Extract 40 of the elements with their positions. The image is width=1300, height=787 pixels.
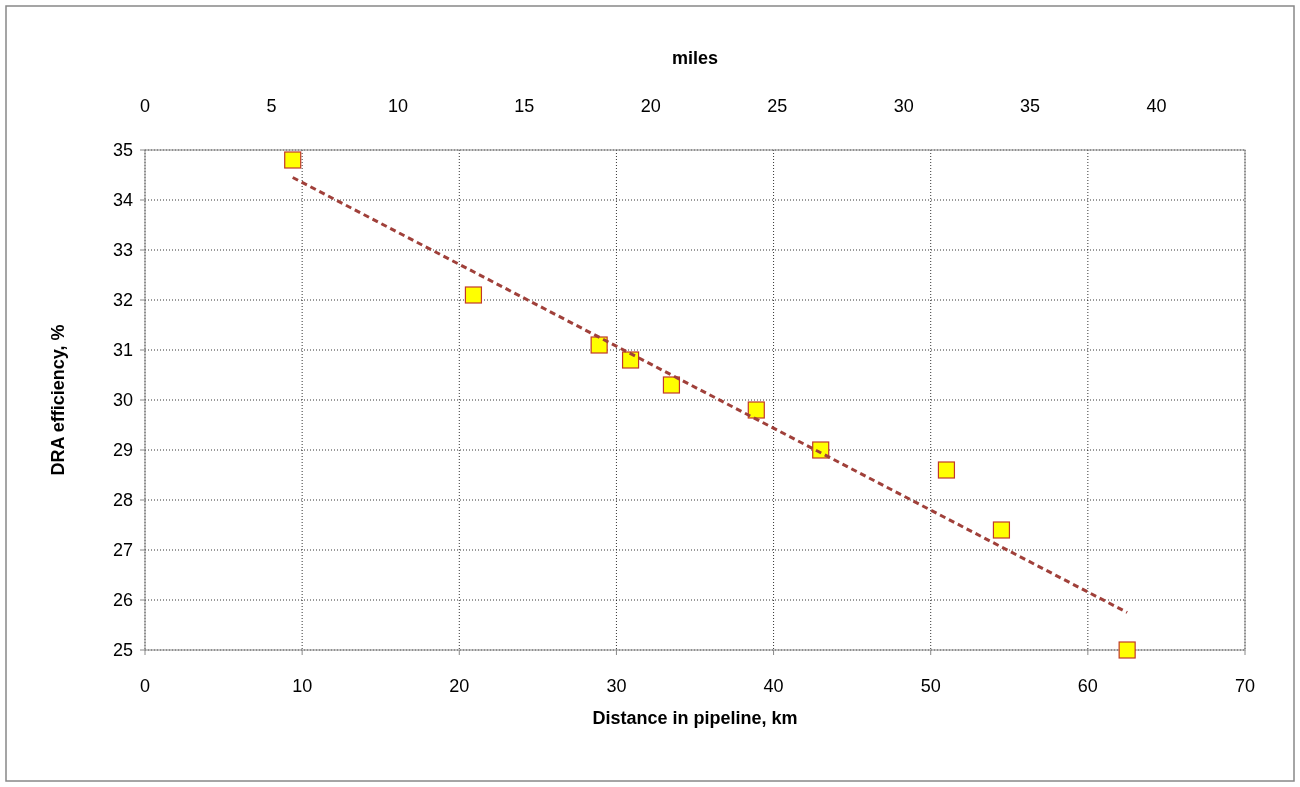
y-tick-label: 32 <box>112 290 133 310</box>
point <box>590 336 608 354</box>
y-tick-label: 33 <box>112 240 133 260</box>
y-tick-label: 29 <box>112 440 133 460</box>
x-tick-label: 70 <box>1234 676 1256 696</box>
x2-tick-label: 10 <box>387 96 408 116</box>
y-tick-label: 27 <box>112 540 133 560</box>
point <box>621 351 640 369</box>
y-tick-label: 25 <box>112 640 133 660</box>
x2-axis-title: miles <box>671 48 719 68</box>
x2-tick-label: 15 <box>514 96 535 116</box>
x2-tick-label: 35 <box>1020 96 1041 116</box>
y-tick-label: 28 <box>112 490 133 510</box>
x2-tick-label: 0 <box>139 96 151 116</box>
point <box>662 376 681 394</box>
x2-tick-label: 40 <box>1146 96 1167 116</box>
point <box>284 151 302 169</box>
x-tick-label: 20 <box>449 676 470 696</box>
x-tick-label: 10 <box>292 676 313 696</box>
x2-tick-label: 30 <box>893 96 914 116</box>
point <box>464 286 483 304</box>
x-tick-label: 40 <box>763 676 784 696</box>
x-tick-label: 50 <box>920 676 941 696</box>
x-tick-label: 60 <box>1077 676 1098 696</box>
x-axis-title: Distance in pipeline, km <box>592 708 798 728</box>
point <box>1118 641 1136 659</box>
point <box>937 461 956 479</box>
x2-tick-label: 25 <box>767 96 788 116</box>
y-tick-label: 26 <box>112 590 133 610</box>
x2-tick-label: 20 <box>640 96 661 116</box>
point <box>747 401 765 419</box>
x-tick-label: 30 <box>606 676 627 696</box>
y-tick-label: 35 <box>112 140 133 160</box>
x2-tick-label: 5 <box>266 96 277 116</box>
point <box>992 521 1011 539</box>
x-tick-label: 0 <box>139 676 151 696</box>
y-tick-label: 31 <box>112 340 133 360</box>
y-tick-label: 34 <box>112 190 133 210</box>
y-tick-label: 30 <box>112 390 133 410</box>
y-axis-title: DRA efficiency, % <box>48 324 68 476</box>
